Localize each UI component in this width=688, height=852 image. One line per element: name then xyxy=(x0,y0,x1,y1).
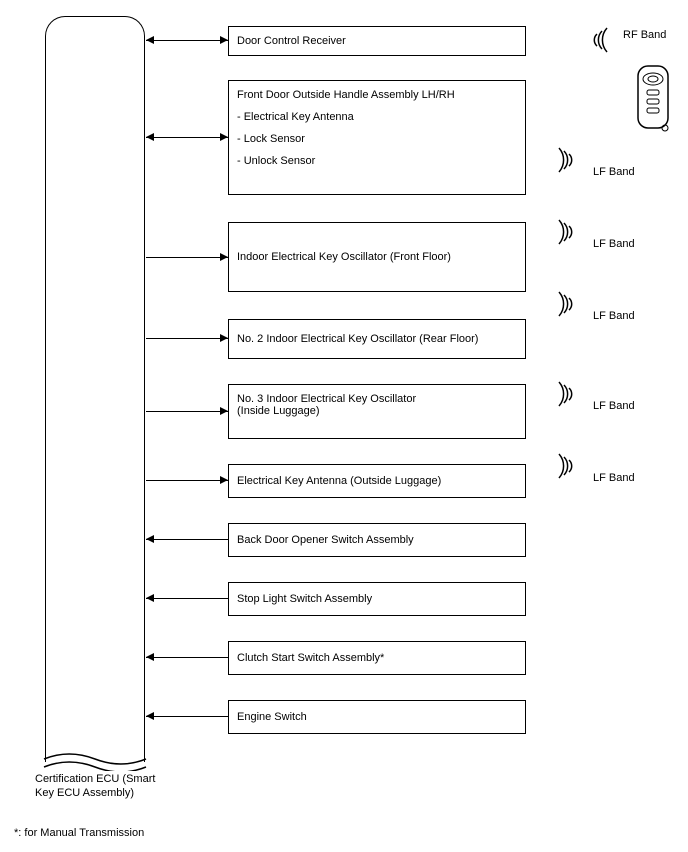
arrow-right-icon xyxy=(220,476,228,484)
arrow-left-icon xyxy=(146,36,154,44)
connector-line xyxy=(146,137,228,138)
ecu-label: Certification ECU (Smart Key ECU Assembl… xyxy=(35,772,155,801)
box-sub1: - Electrical Key Antenna xyxy=(237,111,517,123)
keyfob-icon xyxy=(633,64,673,144)
box-clutch-start-switch: Clutch Start Switch Assembly* xyxy=(228,641,526,675)
band-label-rf: RF Band xyxy=(623,29,666,41)
box-indoor-osc-rear: No. 2 Indoor Electrical Key Oscillator (… xyxy=(228,319,526,359)
box-label: Indoor Electrical Key Oscillator (Front … xyxy=(237,251,451,263)
connector-line xyxy=(146,539,228,540)
connector-line xyxy=(146,657,228,658)
connector-line xyxy=(146,40,228,41)
box-door-control-receiver: Door Control Receiver xyxy=(228,26,526,56)
ecu-bar xyxy=(45,16,145,762)
connector-line xyxy=(146,411,228,412)
arrow-right-icon xyxy=(220,407,228,415)
arrow-right-icon xyxy=(220,36,228,44)
lf-wave-icon xyxy=(553,146,583,174)
arrow-left-icon xyxy=(146,133,154,141)
band-label-lf: LF Band xyxy=(593,238,635,250)
arrow-left-icon xyxy=(146,653,154,661)
arrow-right-icon xyxy=(220,334,228,342)
box-label: No. 2 Indoor Electrical Key Oscillator (… xyxy=(237,333,478,345)
ecu-bottom-wave xyxy=(43,753,147,771)
lf-wave-icon xyxy=(553,290,583,318)
box-label: Engine Switch xyxy=(237,711,307,723)
box-label: No. 3 Indoor Electrical Key Oscillator xyxy=(237,393,517,405)
box-sub3: - Unlock Sensor xyxy=(237,155,517,167)
connector-line xyxy=(146,598,228,599)
band-label-lf: LF Band xyxy=(593,166,635,178)
box-label: Door Control Receiver xyxy=(237,35,346,47)
connector-line xyxy=(146,257,228,258)
box-back-door-opener: Back Door Opener Switch Assembly xyxy=(228,523,526,557)
box-label: Electrical Key Antenna (Outside Luggage) xyxy=(237,475,441,487)
arrow-left-icon xyxy=(146,535,154,543)
connector-line xyxy=(146,480,228,481)
box-sub1: (Inside Luggage) xyxy=(237,405,517,417)
box-label: Clutch Start Switch Assembly* xyxy=(237,652,384,664)
box-stop-light-switch: Stop Light Switch Assembly xyxy=(228,582,526,616)
band-label-lf: LF Band xyxy=(593,472,635,484)
lf-wave-icon xyxy=(553,380,583,408)
band-label-lf: LF Band xyxy=(593,400,635,412)
box-antenna-outside-luggage: Electrical Key Antenna (Outside Luggage) xyxy=(228,464,526,498)
box-label: Stop Light Switch Assembly xyxy=(237,593,372,605)
box-indoor-osc-front: Indoor Electrical Key Oscillator (Front … xyxy=(228,222,526,292)
arrow-left-icon xyxy=(146,594,154,602)
arrow-right-icon xyxy=(220,133,228,141)
footnote: *: for Manual Transmission xyxy=(14,827,144,839)
lf-wave-icon xyxy=(553,452,583,480)
box-engine-switch: Engine Switch xyxy=(228,700,526,734)
rf-wave-icon xyxy=(583,26,613,54)
box-indoor-osc-luggage: No. 3 Indoor Electrical Key Oscillator (… xyxy=(228,384,526,439)
box-front-door-handle: Front Door Outside Handle Assembly LH/RH… xyxy=(228,80,526,195)
arrow-left-icon xyxy=(146,712,154,720)
box-label: Front Door Outside Handle Assembly LH/RH xyxy=(237,89,517,101)
connector-line xyxy=(146,716,228,717)
connector-line xyxy=(146,338,228,339)
box-label: Back Door Opener Switch Assembly xyxy=(237,534,414,546)
lf-wave-icon xyxy=(553,218,583,246)
box-sub2: - Lock Sensor xyxy=(237,133,517,145)
band-label-lf: LF Band xyxy=(593,310,635,322)
arrow-right-icon xyxy=(220,253,228,261)
